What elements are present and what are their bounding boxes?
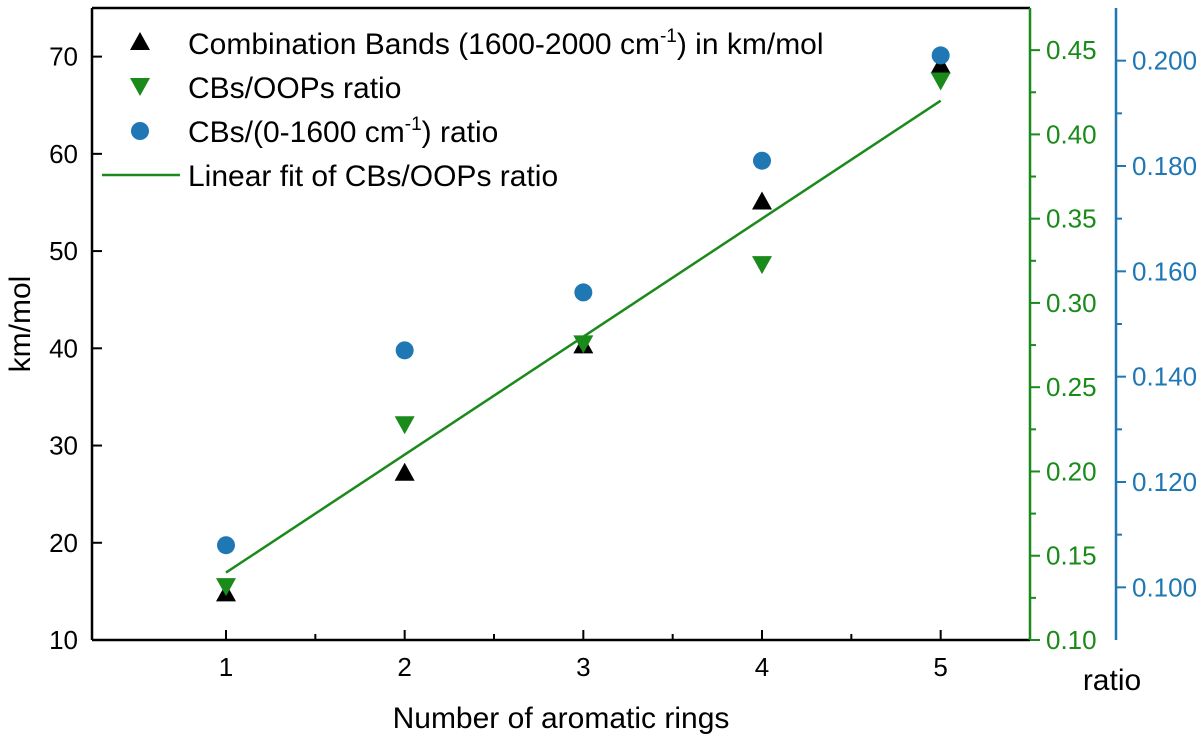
left-y-tick-label: 20 xyxy=(49,528,78,558)
point-cbs-0-1600-ratio xyxy=(217,536,235,555)
legend-label-cb-suffix: ) in km/mol xyxy=(677,28,824,61)
right-axis-ratio-title: ratio xyxy=(1083,664,1141,697)
point-cbs-oops-ratio xyxy=(216,578,236,597)
green-y-tick-label: 0.45 xyxy=(1046,35,1097,65)
legend-marker-cbs-0-1600-ratio xyxy=(131,122,149,140)
axis-ticks: 1 2 3 4 5 10 20 30 40 50 60 70 0.10 0.15 0.20 0.25 0.30 0… xyxy=(49,35,1197,682)
green-y-tick-label: 0.10 xyxy=(1046,625,1097,655)
green-y-tick-label: 0.25 xyxy=(1046,372,1097,402)
green-y-tick-label: 0.15 xyxy=(1046,541,1097,571)
point-combination-bands xyxy=(394,462,415,481)
x-tick-label: 2 xyxy=(397,652,411,682)
left-y-tick-label: 50 xyxy=(49,236,78,266)
legend-label-cbs016-suffix: ) ratio xyxy=(422,116,499,149)
point-cbs-0-1600-ratio xyxy=(574,283,593,302)
x-tick-label: 1 xyxy=(219,652,233,682)
blue-y-tick-label: 0.120 xyxy=(1132,467,1197,497)
legend-label-cbs-0-1600-ratio: CBs/(0-1600 cm-1) ratio xyxy=(188,114,498,149)
legend-marker-cbs-oops-ratio xyxy=(130,78,150,96)
x-tick-label: 5 xyxy=(933,652,947,682)
point-cbs-0-1600-ratio xyxy=(753,151,771,170)
point-cbs-0-1600-ratio xyxy=(931,46,950,65)
x-tick-label: 3 xyxy=(576,652,590,682)
blue-y-tick-label: 0.180 xyxy=(1132,151,1197,181)
left-y-tick-label: 70 xyxy=(49,42,78,72)
legend: Combination Bands (1600-2000 cm-1) in km… xyxy=(102,26,824,193)
legend-label-cb-sup: -1 xyxy=(660,26,677,47)
blue-y-tick-label: 0.100 xyxy=(1132,572,1197,602)
legend-label-combination-bands: Combination Bands (1600-2000 cm-1) in km… xyxy=(188,26,824,61)
legend-label-cbs016-sup: -1 xyxy=(405,114,422,135)
legend-label-linear-fit: Linear fit of CBs/OOPs ratio xyxy=(188,160,558,193)
left-y-tick-label: 60 xyxy=(49,139,78,169)
green-y-tick-label: 0.40 xyxy=(1046,119,1097,149)
point-combination-bands xyxy=(752,191,772,210)
green-y-tick-label: 0.30 xyxy=(1046,288,1097,318)
legend-label-cbs-oops-ratio: CBs/OOPs ratio xyxy=(188,72,401,105)
left-y-axis-title: km/mol xyxy=(4,276,37,373)
blue-y-tick-label: 0.200 xyxy=(1132,46,1197,76)
point-cbs-oops-ratio xyxy=(573,335,594,354)
legend-label-cb-main: Combination Bands (1600-2000 cm xyxy=(188,28,660,61)
left-y-tick-label: 30 xyxy=(49,431,78,461)
x-tick-label: 4 xyxy=(755,652,769,682)
left-y-tick-label: 40 xyxy=(49,333,78,363)
legend-marker-combination-bands xyxy=(130,32,150,50)
blue-y-tick-label: 0.160 xyxy=(1132,256,1197,286)
legend-label-cbs016-main: CBs/(0-1600 cm xyxy=(188,116,405,149)
point-cbs-oops-ratio xyxy=(752,256,772,275)
data-marks xyxy=(216,46,951,602)
left-y-tick-label: 10 xyxy=(49,625,78,655)
blue-y-tick-label: 0.140 xyxy=(1132,362,1197,392)
green-y-tick-label: 0.20 xyxy=(1046,456,1097,486)
green-y-tick-label: 0.35 xyxy=(1046,204,1097,234)
x-axis-title: Number of aromatic rings xyxy=(393,702,730,735)
point-cbs-oops-ratio xyxy=(930,72,951,91)
point-cbs-oops-ratio xyxy=(394,416,415,435)
point-cbs-0-1600-ratio xyxy=(395,341,414,360)
